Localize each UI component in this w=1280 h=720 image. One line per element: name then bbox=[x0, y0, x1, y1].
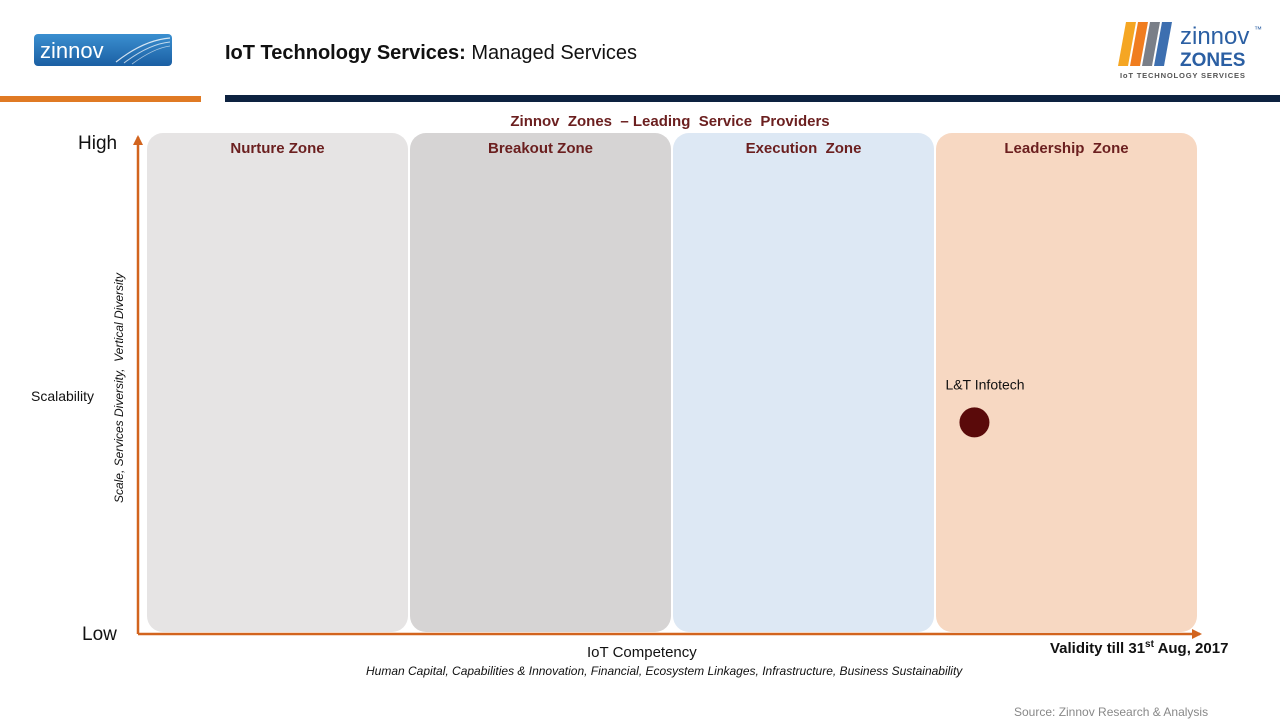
zone-2 bbox=[673, 133, 934, 632]
slide-title-rest: Managed Services bbox=[471, 42, 638, 64]
zone-title-0: Nurture Zone bbox=[230, 140, 325, 157]
logo-right-tag: IoT TECHNOLOGY SERVICES bbox=[1120, 71, 1246, 80]
slide-title-bold: IoT Technology Services: bbox=[225, 42, 466, 64]
zinnov-zones-logo: zinnov ™ ZONES IoT TECHNOLOGY SERVICES bbox=[1118, 22, 1262, 80]
zone-1 bbox=[410, 133, 671, 632]
zone-3 bbox=[936, 133, 1197, 632]
logo-right-tm: ™ bbox=[1254, 25, 1262, 34]
validity-post: Aug, 2017 bbox=[1153, 640, 1229, 657]
validity-sup: st bbox=[1145, 639, 1154, 650]
x-axis-sublabel: Human Capital, Capabilities & Innovation… bbox=[366, 664, 963, 678]
point-label-0: L&T Infotech bbox=[945, 376, 1024, 392]
header-navy-bar bbox=[225, 95, 1280, 102]
source-note: Source: Zinnov Research & Analysis bbox=[1014, 705, 1209, 719]
header-orange-bar bbox=[0, 96, 201, 102]
point-marker-0 bbox=[959, 407, 990, 438]
logo-left-text: zinnov bbox=[40, 38, 104, 63]
validity-note: Validity till 31st Aug, 2017 bbox=[1050, 639, 1228, 657]
points-layer: L&T Infotech bbox=[945, 376, 1025, 438]
logo-right-sub: ZONES bbox=[1180, 50, 1245, 71]
zone-title-1: Breakout Zone bbox=[487, 140, 593, 157]
slide-title: IoT Technology Services: Managed Service… bbox=[225, 42, 637, 65]
zone-title-3: Leadership Zone bbox=[1004, 140, 1129, 157]
y-axis-high-label: High bbox=[78, 133, 118, 154]
zinnov-logo: zinnov bbox=[34, 34, 172, 66]
y-axis-sublabel: Scale, Services Diversity, Vertical Dive… bbox=[112, 272, 126, 504]
zone-0 bbox=[147, 133, 408, 632]
validity-pre: Validity till 31 bbox=[1050, 640, 1146, 657]
zone-title-2: Execution Zone bbox=[745, 140, 862, 157]
logo-right-text: zinnov bbox=[1180, 23, 1249, 50]
zones-layer bbox=[147, 133, 1197, 632]
y-axis-low-label: Low bbox=[82, 624, 117, 645]
chart-title: Zinnov Zones – Leading Service Providers bbox=[510, 113, 830, 130]
y-axis-label: Scalability bbox=[31, 388, 95, 404]
x-axis-label: IoT Competency bbox=[587, 644, 697, 661]
